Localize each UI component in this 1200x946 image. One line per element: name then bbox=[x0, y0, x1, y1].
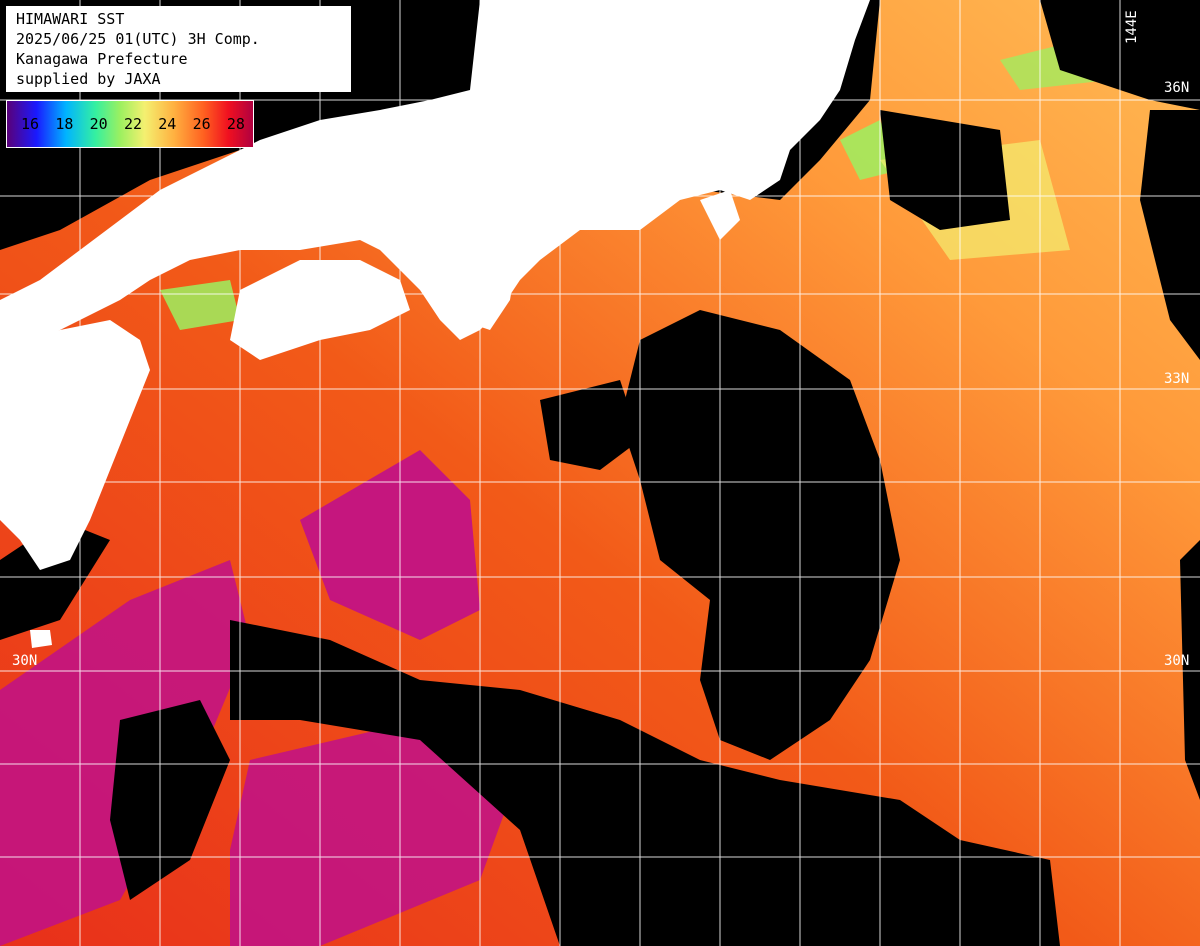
no-data-region bbox=[230, 620, 1060, 946]
no-data-region bbox=[1140, 110, 1200, 360]
lat-label-30n-left: 30N bbox=[12, 653, 38, 669]
observation-time: 2025/06/25 01(UTC) 3H Comp. bbox=[16, 30, 260, 48]
land-honshu bbox=[0, 0, 870, 350]
colorbar-tick: 18 bbox=[55, 115, 74, 133]
provider-prefecture: Kanagawa Prefecture bbox=[16, 50, 188, 68]
no-data-region bbox=[110, 700, 230, 900]
no-data-region bbox=[540, 380, 640, 470]
colorbar-tick: 24 bbox=[158, 115, 177, 133]
lon-label-144e: 144E bbox=[1124, 10, 1140, 44]
lat-label-36n: 36N bbox=[1164, 80, 1190, 96]
colorbar-tick: 28 bbox=[226, 115, 245, 133]
lat-label-30n-right: 30N bbox=[1164, 653, 1190, 669]
land-kyushu bbox=[0, 320, 150, 570]
colorbar-tick: 22 bbox=[123, 115, 142, 133]
colorbar-tick: 16 bbox=[21, 115, 40, 133]
lat-label-33-left: 33 bbox=[12, 371, 29, 387]
colorbar-tick: 26 bbox=[192, 115, 211, 133]
lat-label-33n: 33N bbox=[1164, 371, 1190, 387]
lon-label-136e: 136E bbox=[484, 10, 500, 44]
sst-colorbar: 16 18 20 22 24 26 28 bbox=[6, 100, 254, 148]
no-data-region bbox=[1180, 540, 1200, 800]
no-data-region bbox=[880, 110, 1010, 230]
cool-water-region bbox=[160, 280, 240, 330]
no-data-region bbox=[620, 310, 900, 760]
data-credit: supplied by JAXA bbox=[16, 70, 161, 88]
colorbar-ticks: 16 18 20 22 24 26 28 bbox=[21, 115, 245, 133]
colorbar-tick: 20 bbox=[89, 115, 108, 133]
warm-water-region bbox=[230, 720, 520, 946]
info-box: HIMAWARI SST 2025/06/25 01(UTC) 3H Comp.… bbox=[6, 6, 351, 92]
warm-water-region bbox=[300, 450, 480, 640]
product-title: HIMAWARI SST bbox=[16, 10, 125, 28]
land-island bbox=[30, 630, 52, 648]
